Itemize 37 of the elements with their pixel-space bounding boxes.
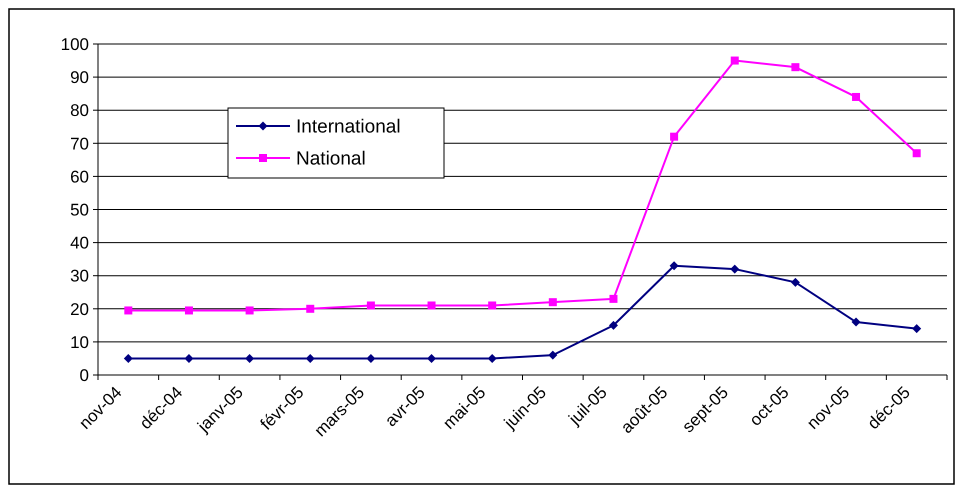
y-tick-label: 20 xyxy=(70,300,89,319)
point xyxy=(428,301,436,310)
point xyxy=(124,354,133,363)
point xyxy=(730,56,739,65)
point xyxy=(246,306,254,314)
point xyxy=(670,132,678,141)
point xyxy=(912,324,922,334)
y-tick-label: 100 xyxy=(60,34,89,54)
point xyxy=(790,278,800,287)
y-tick-label: 40 xyxy=(70,234,89,253)
y-tick-label: 80 xyxy=(70,101,89,120)
point xyxy=(670,261,679,270)
point xyxy=(488,354,497,363)
point xyxy=(124,306,132,314)
y-tick-label: 50 xyxy=(70,200,89,220)
legend-label: National xyxy=(296,148,366,170)
y-tick-label: 10 xyxy=(70,332,89,352)
point xyxy=(609,294,618,303)
point xyxy=(184,306,193,314)
y-tick-label: 0 xyxy=(80,366,89,385)
point xyxy=(548,350,558,360)
point xyxy=(608,320,618,330)
point xyxy=(852,318,861,327)
y-tick-label: 70 xyxy=(70,134,89,154)
point xyxy=(488,301,496,310)
point xyxy=(912,149,921,158)
point xyxy=(852,92,860,101)
y-tick-label: 30 xyxy=(70,266,89,286)
point xyxy=(791,63,800,72)
point xyxy=(730,264,740,274)
y-tick-label: 60 xyxy=(70,167,89,186)
legend-label: International xyxy=(296,116,401,138)
point xyxy=(548,298,557,306)
point xyxy=(306,304,314,313)
point xyxy=(306,354,315,363)
y-tick-label: 90 xyxy=(70,68,89,88)
point xyxy=(366,301,375,310)
